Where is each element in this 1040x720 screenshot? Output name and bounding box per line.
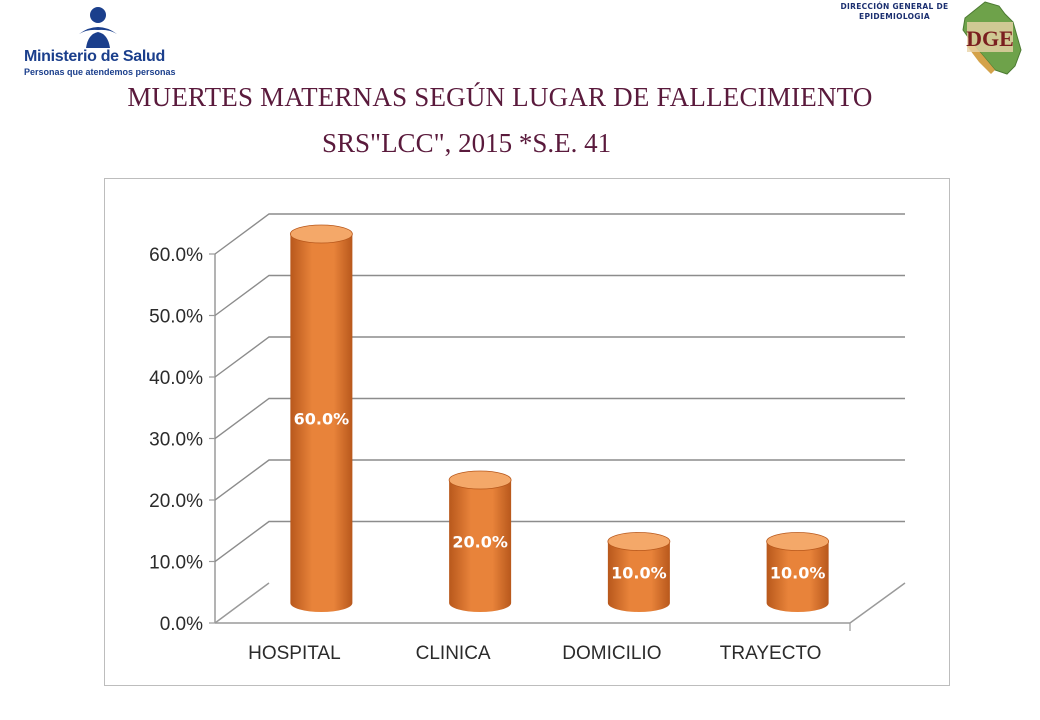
ministry-name: Ministerio de Salud [24,48,165,65]
x-category-label: CLINICA [416,643,491,664]
bar-hospital: 60.0% [289,224,353,612]
ministry-tagline: Personas que atendemos personas [24,67,176,77]
gridline [214,274,905,317]
y-tick-label: 30.0% [149,430,203,451]
bar-body [449,480,512,612]
x-category-label: HOSPITAL [248,643,341,664]
y-tick-label: 50.0% [149,307,203,328]
bar-body [766,541,829,612]
bar-chart: 0.0% 10.0% 20.0% 30.0% 40.0% 50.0% 60.0% 60.0%… [149,213,906,664]
gridline [214,520,905,563]
chart-frame: 0.0% 10.0% 20.0% 30.0% 40.0% 50.0% 60.0% 60.0%… [104,178,950,686]
gridline [214,397,905,440]
gridline [214,459,905,501]
bar-top [448,470,512,490]
bar-top [289,224,353,244]
ministerio-de-salud-logo: Ministerio de Salud Personas que atendem… [20,4,176,77]
y-tick-label: 10.0% [149,553,203,574]
gridline [214,336,905,378]
y-tick-label: 60.0% [149,245,203,266]
x-axis-category-labels: HOSPITAL CLINICA DOMICILIO TRAYECTO [248,643,821,664]
chart-title-line-2: SRS"LCC", 2015 *S.E. 41 [322,128,612,158]
y-tick-label: 40.0% [149,368,203,389]
bar-body [290,234,353,612]
dge-letters: DGE [966,26,1014,51]
y-axis-tick-labels: 0.0% 10.0% 20.0% 30.0% 40.0% 50.0% 60.0% [149,245,203,635]
bar-clinica: 20.0% [448,470,512,612]
data-label: 20.0% [452,533,508,552]
bar-top [766,532,830,551]
bar-trayecto: 10.0% [766,532,830,612]
data-label: 60.0% [294,410,350,429]
y-tick-label: 0.0% [160,614,203,635]
dge-heading: DIRECCIÓN GENERAL DE EPIDEMIOLOGIA [832,2,957,22]
data-label: 10.0% [611,563,667,582]
chart-bars: 60.0% 20.0% 10.0% 10.0% [289,224,830,612]
y-tick-label: 20.0% [149,491,203,512]
bar-top [607,532,671,551]
data-label: 10.0% [770,563,826,582]
dge-line-1: DIRECCIÓN GENERAL DE [840,2,949,11]
chart-gridlines [209,213,905,624]
x-category-label: DOMICILIO [562,643,661,664]
floor-left-edge [214,582,270,624]
person-icon [79,7,117,48]
x-category-label: TRAYECTO [720,643,822,664]
gridline [214,213,905,255]
dge-logo: DGE [962,1,1022,75]
dge-line-2: EPIDEMIOLOGIA [859,12,930,21]
chart-title-line-1: MUERTES MATERNAS SEGÚN LUGAR DE FALLECIM… [127,82,873,112]
bar-body [607,541,670,612]
bar-domicilio: 10.0% [607,532,671,612]
